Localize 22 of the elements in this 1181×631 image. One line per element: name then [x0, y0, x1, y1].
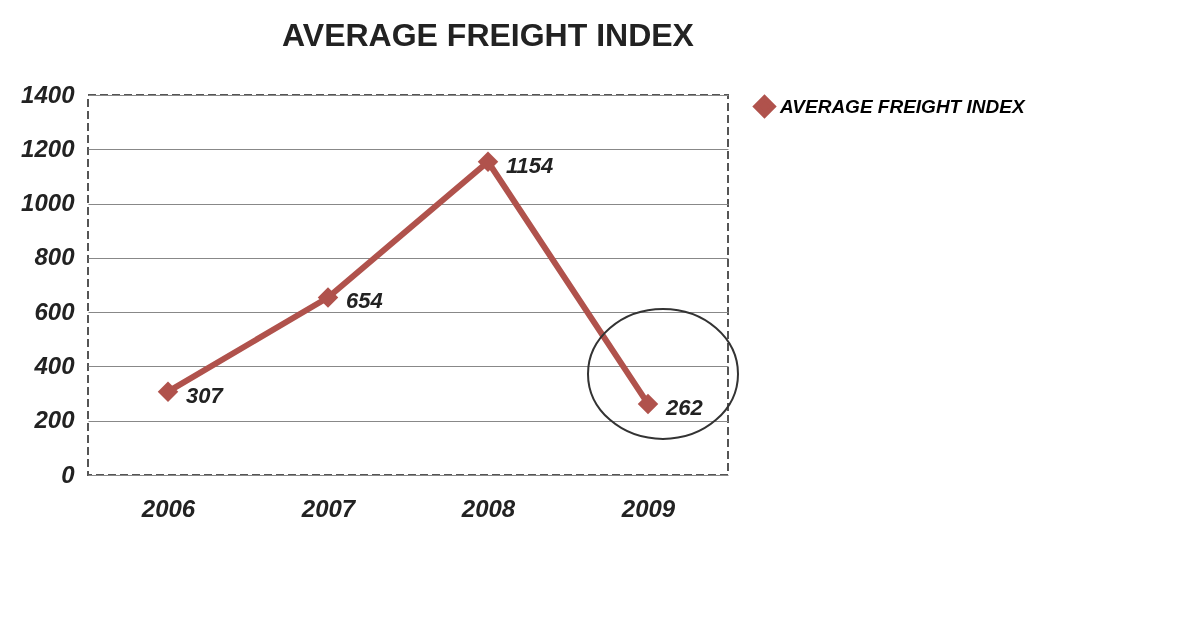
point — [477, 151, 499, 173]
x-tick-label: 2006 — [140, 494, 196, 522]
y-tick-label: 600 — [34, 297, 76, 325]
y-tick-label: 200 — [33, 406, 76, 434]
point — [157, 381, 179, 402]
y-tick-label: 1000 — [21, 189, 76, 217]
x-tick-label: 2009 — [620, 494, 676, 522]
x-tick-label: 2008 — [460, 494, 516, 522]
y-tick-label: 1400 — [21, 80, 76, 108]
chart-title: AVERAGE FREIGHT INDEX — [282, 17, 695, 53]
data-label: 262 — [665, 394, 704, 420]
y-tick-label: 1200 — [21, 134, 76, 162]
y-tick-label: 0 — [61, 460, 76, 488]
x-tick-label: 2007 — [300, 494, 357, 522]
data-label: 307 — [186, 382, 225, 408]
legend-label: AVERAGE FREIGHT INDEX — [779, 95, 1026, 117]
data-label: 1154 — [506, 152, 554, 178]
point — [317, 287, 339, 308]
data-label: 654 — [346, 288, 383, 314]
y-tick-label: 800 — [34, 243, 76, 271]
y-tick-label: 400 — [33, 351, 76, 379]
point — [637, 393, 659, 415]
